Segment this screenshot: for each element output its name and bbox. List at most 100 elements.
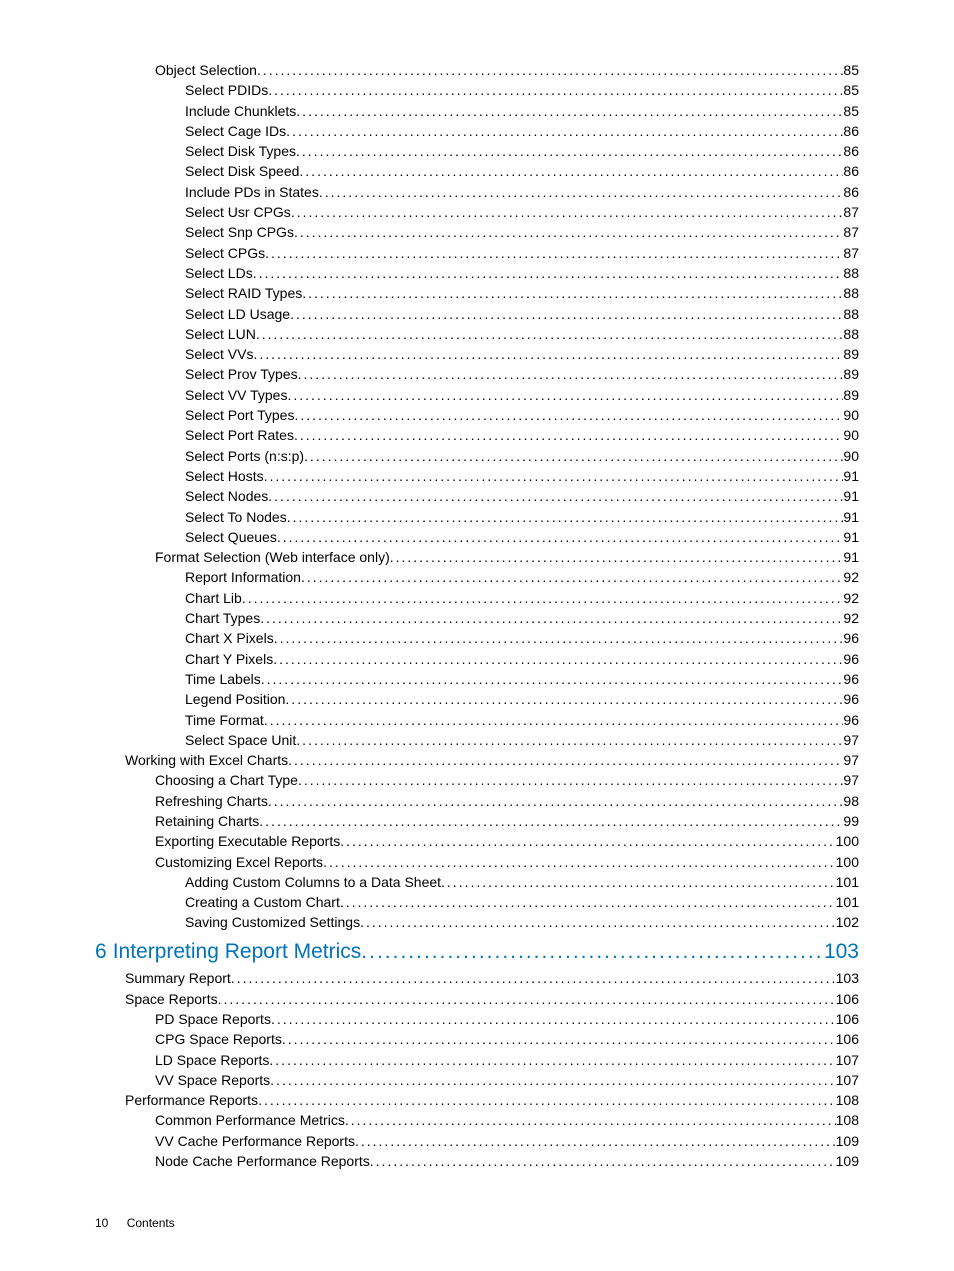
toc-entry[interactable]: Select VV Types89 xyxy=(95,385,859,405)
toc-leader-dots xyxy=(274,628,844,648)
toc-entry[interactable]: Select RAID Types 88 xyxy=(95,283,859,303)
toc-entry-page: 101 xyxy=(836,892,859,912)
toc-entry[interactable]: Select Prov Types89 xyxy=(95,364,859,384)
toc-entry-label: Object Selection xyxy=(155,60,257,80)
toc-entry-label: Adding Custom Columns to a Data Sheet xyxy=(185,872,441,892)
toc-leader-dots xyxy=(290,304,843,324)
toc-entry[interactable]: Retaining Charts99 xyxy=(95,811,859,831)
toc-leader-dots xyxy=(299,161,843,181)
toc-leader-dots xyxy=(304,446,843,466)
page-footer: 10 Contents xyxy=(95,1216,859,1230)
toc-entry[interactable]: VV Cache Performance Reports109 xyxy=(95,1131,859,1151)
toc-entry-label: Choosing a Chart Type xyxy=(155,770,298,790)
toc-entry-label: Select Ports (n:s:p) xyxy=(185,446,304,466)
toc-entry[interactable]: Time Format96 xyxy=(95,710,859,730)
toc-entry[interactable]: Select PDIDs85 xyxy=(95,80,859,100)
toc-entry[interactable]: Exporting Executable Reports100 xyxy=(95,831,859,851)
toc-entry-label: PD Space Reports xyxy=(155,1009,271,1029)
toc-entry[interactable]: Select CPGs87 xyxy=(95,243,859,263)
toc-entry-page: 97 xyxy=(843,770,859,790)
toc-entry-page: 99 xyxy=(843,811,859,831)
toc-leader-dots xyxy=(298,364,844,384)
toc-entry[interactable]: VV Space Reports107 xyxy=(95,1070,859,1090)
toc-leader-dots xyxy=(268,486,843,506)
toc-entry[interactable]: Chart Y Pixels96 xyxy=(95,649,859,669)
toc-leader-dots xyxy=(273,649,843,669)
footer-page-number: 10 xyxy=(95,1216,108,1230)
toc-entry[interactable]: Select Snp CPGs87 xyxy=(95,222,859,242)
toc-entry-page: 89 xyxy=(843,344,859,364)
toc-entry-label: Select LDs xyxy=(185,263,253,283)
toc-entry[interactable]: Report Information92 xyxy=(95,567,859,587)
toc-entry-label: Select Usr CPGs xyxy=(185,202,291,222)
toc-entry[interactable]: Select Queues91 xyxy=(95,527,859,547)
toc-leader-dots xyxy=(257,60,843,80)
toc-entry-page: 100 xyxy=(836,831,859,851)
toc-entry[interactable]: Include Chunklets85 xyxy=(95,101,859,121)
toc-entry-label: Select RAID Types xyxy=(185,283,302,303)
toc-entry[interactable]: Select Disk Speed86 xyxy=(95,161,859,181)
toc-entry[interactable]: Time Labels96 xyxy=(95,669,859,689)
toc-entry[interactable]: Select Space Unit 97 xyxy=(95,730,859,750)
toc-entry-page: 108 xyxy=(836,1090,859,1110)
toc-entry[interactable]: CPG Space Reports106 xyxy=(95,1029,859,1049)
toc-entry[interactable]: Node Cache Performance Reports109 xyxy=(95,1151,859,1171)
toc-entry[interactable]: Chart X Pixels96 xyxy=(95,628,859,648)
toc-entry-page: 96 xyxy=(843,649,859,669)
toc-entry[interactable]: Select To Nodes91 xyxy=(95,507,859,527)
toc-entry[interactable]: LD Space Reports107 xyxy=(95,1050,859,1070)
toc-entry-page: 96 xyxy=(843,689,859,709)
toc-entry[interactable]: Select Nodes91 xyxy=(95,486,859,506)
toc-entry[interactable]: Choosing a Chart Type 97 xyxy=(95,770,859,790)
toc-entry-label: Select Space Unit xyxy=(185,730,296,750)
toc-entry[interactable]: Space Reports106 xyxy=(95,989,859,1009)
toc-entry-label: VV Cache Performance Reports xyxy=(155,1131,355,1151)
toc-entry[interactable]: Customizing Excel Reports100 xyxy=(95,852,859,872)
toc-entry[interactable]: Object Selection 85 xyxy=(95,60,859,80)
toc-entry[interactable]: Select Cage IDs86 xyxy=(95,121,859,141)
toc-entry[interactable]: Refreshing Charts98 xyxy=(95,791,859,811)
toc-entry[interactable]: Summary Report103 xyxy=(95,968,859,988)
toc-entry-page: 107 xyxy=(836,1050,859,1070)
toc-entry[interactable]: Chart Lib92 xyxy=(95,588,859,608)
toc-entry[interactable]: Select VVs89 xyxy=(95,344,859,364)
toc-entry-page: 85 xyxy=(843,60,859,80)
toc-entry[interactable]: Select LD Usage88 xyxy=(95,304,859,324)
toc-entry[interactable]: Performance Reports108 xyxy=(95,1090,859,1110)
toc-entry[interactable]: Select Hosts91 xyxy=(95,466,859,486)
toc-entry-label: Select LUN xyxy=(185,324,256,344)
toc-entry-page: 100 xyxy=(836,852,859,872)
toc-entry[interactable]: Select LDs88 xyxy=(95,263,859,283)
toc-leader-dots xyxy=(296,730,843,750)
toc-leader-dots xyxy=(256,324,844,344)
toc-entry[interactable]: Saving Customized Settings102 xyxy=(95,912,859,932)
toc-entry[interactable]: Select Port Types90 xyxy=(95,405,859,425)
toc-entry-label: Select Nodes xyxy=(185,486,268,506)
toc-entry[interactable]: Select Ports (n:s:p)90 xyxy=(95,446,859,466)
toc-entry[interactable]: Creating a Custom Chart101 xyxy=(95,892,859,912)
toc-entry-page: 87 xyxy=(843,243,859,263)
toc-entry[interactable]: Select LUN88 xyxy=(95,324,859,344)
toc-entry-page: 97 xyxy=(843,730,859,750)
toc-entry-page: 88 xyxy=(843,304,859,324)
toc-chapter-page: 103 xyxy=(824,935,859,969)
toc-entry[interactable]: Include PDs in States86 xyxy=(95,182,859,202)
toc-entry[interactable]: Select Disk Types86 xyxy=(95,141,859,161)
toc-entry[interactable]: Legend Position96 xyxy=(95,689,859,709)
toc-leader-dots xyxy=(441,872,836,892)
toc-entry[interactable]: Select Usr CPGs87 xyxy=(95,202,859,222)
toc-entry-page: 92 xyxy=(843,608,859,628)
toc-leader-dots xyxy=(268,791,844,811)
toc-entry[interactable]: Select Port Rates90 xyxy=(95,425,859,445)
toc-entry[interactable]: Adding Custom Columns to a Data Sheet101 xyxy=(95,872,859,892)
toc-entry-page: 88 xyxy=(843,283,859,303)
toc-entry-page: 103 xyxy=(836,968,859,988)
toc-entry[interactable]: Common Performance Metrics108 xyxy=(95,1110,859,1130)
toc-entry[interactable]: Working with Excel Charts97 xyxy=(95,750,859,770)
toc-entry[interactable]: Format Selection (Web interface only)91 xyxy=(95,547,859,567)
toc-entry-label: Select Disk Speed xyxy=(185,161,299,181)
toc-entry[interactable]: PD Space Reports106 xyxy=(95,1009,859,1029)
toc-entry[interactable]: Chart Types92 xyxy=(95,608,859,628)
toc-chapter[interactable]: 6Interpreting Report Metrics103 xyxy=(95,935,859,969)
toc-entry-label: Refreshing Charts xyxy=(155,791,268,811)
